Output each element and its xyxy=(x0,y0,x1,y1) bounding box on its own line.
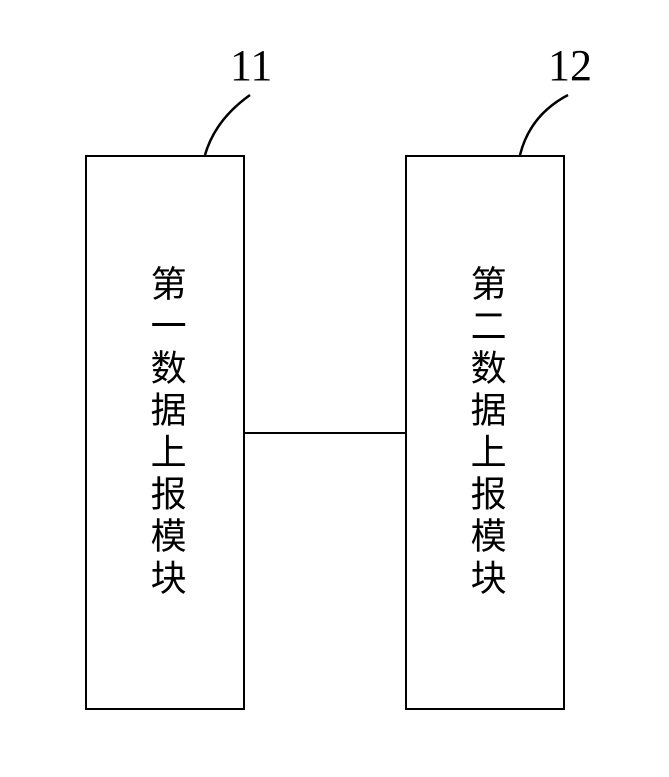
connector-line xyxy=(245,432,405,434)
leader-2 xyxy=(0,0,669,777)
block-diagram: 第一数据上报模块 11 第二数据上报模块 12 xyxy=(0,0,669,777)
